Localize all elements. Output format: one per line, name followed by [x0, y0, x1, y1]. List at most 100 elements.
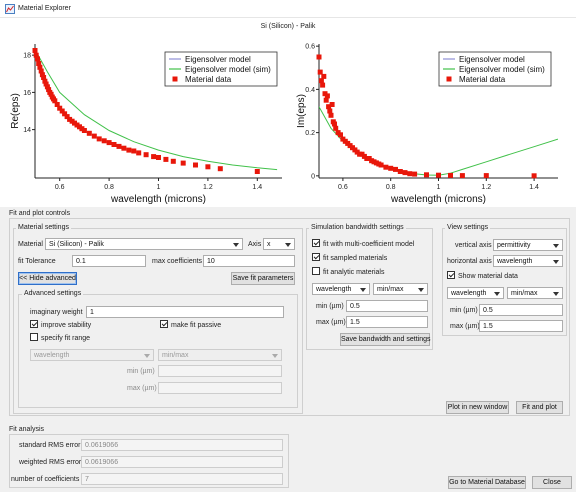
sim-min-input[interactable]: 0.5 [346, 300, 428, 312]
standard-rms-label: standard RMS error [19, 442, 81, 449]
data-point [39, 72, 45, 78]
data-point [32, 48, 38, 53]
legend-box [438, 51, 552, 87]
view-quantity-select[interactable]: wavelength [447, 287, 504, 299]
fit-range-max-input[interactable] [158, 382, 282, 394]
data-point [383, 164, 389, 170]
fit-multi-coefficient-checkbox[interactable]: fit with multi-coefficient model [312, 239, 414, 250]
hide-advanced-button[interactable]: << Hide advanced [18, 272, 77, 285]
material-explorer-app-icon [5, 4, 15, 14]
fit-analytic-materials-checkbox[interactable]: fit analytic materials [312, 267, 384, 278]
data-point [318, 78, 324, 84]
simulation-bandwidth-title: Simulation bandwidth settings [309, 224, 406, 231]
sim-min-label: min (µm) [316, 303, 344, 310]
fit-range-min-label: min (µm) [127, 368, 155, 375]
data-point [126, 147, 132, 153]
view-max-input[interactable]: 1.5 [479, 320, 563, 332]
fit-analysis-title: Fit analysis [9, 426, 45, 433]
x-tick-label: 1.4 [529, 184, 539, 191]
fit-and-plot-button[interactable]: Fit and plot [516, 401, 563, 414]
x-tick-label: 1 [157, 184, 161, 191]
data-point [151, 154, 157, 160]
data-point [531, 173, 537, 179]
data-point [121, 145, 127, 151]
axis-label: Axis [248, 241, 262, 248]
view-mode-select[interactable]: min/max [507, 287, 563, 299]
material-label: Material [18, 241, 43, 248]
imaginary-weight-label: imaginary weight [30, 309, 83, 316]
horizontal-axis-label: horizontal axis [447, 258, 492, 265]
data-point [397, 169, 403, 174]
sim-max-input[interactable]: 1.5 [346, 316, 428, 328]
data-point [131, 148, 137, 154]
view-min-input[interactable]: 0.5 [479, 304, 563, 316]
data-point [402, 170, 408, 176]
close-button[interactable]: Close [532, 476, 572, 489]
legend-swatch-material-data [446, 76, 452, 82]
im-eps-chart: 0.6 0.8 1 1.2 1.4 0.6 0.4 0.2 0 wavelength (micro… [292, 38, 568, 205]
fit-range-max-label: max (µm) [127, 385, 157, 392]
sim-mode-select[interactable]: min/max [373, 283, 428, 295]
data-point [96, 136, 102, 142]
imaginary-weight-input[interactable]: 1 [86, 306, 284, 318]
data-point [106, 140, 112, 146]
y-tick-label: 16 [23, 90, 31, 97]
data-point [180, 160, 186, 166]
data-point [378, 162, 384, 168]
material-settings-title: Material settings [16, 224, 71, 231]
fit-range-min-input[interactable] [158, 365, 282, 377]
chevron-down-icon [553, 292, 559, 296]
data-point [46, 87, 52, 93]
y-tick-label: 14 [23, 127, 31, 134]
data-point [101, 138, 107, 144]
specify-fit-range-checkbox[interactable]: specify fit range [30, 333, 90, 344]
view-settings-title: View settings [445, 224, 491, 231]
y-tick-label: 0.2 [305, 130, 315, 137]
data-point [388, 165, 394, 171]
title-bar: Material Explorer [0, 0, 576, 18]
checkmark-icon [312, 239, 320, 247]
max-coefficients-label: max coefficients [152, 258, 203, 265]
fit-tolerance-input[interactable]: 0.1 [72, 255, 146, 267]
material-select[interactable]: Si (Silicon) - Palik [45, 238, 243, 250]
weighted-rms-value: 0.0619066 [81, 456, 283, 468]
data-point [327, 108, 333, 114]
save-bandwidth-settings-button[interactable]: Save bandwidth and settings [340, 333, 431, 346]
data-point [407, 171, 413, 177]
data-point [329, 102, 335, 107]
fit-range-quantity-select[interactable]: wavelength [30, 349, 154, 361]
plot-new-window-button[interactable]: Plot in new window [446, 401, 509, 414]
data-point [448, 172, 453, 178]
checkbox-empty-icon [312, 267, 320, 275]
data-point [64, 114, 70, 120]
x-axis-label: wavelength (microns) [110, 194, 206, 205]
x-tick-label: 0.6 [55, 184, 65, 191]
save-fit-parameters-button[interactable]: Save fit parameters [231, 272, 295, 285]
fit-sampled-materials-checkbox[interactable]: fit sampled materials [312, 253, 387, 264]
data-point [36, 61, 42, 66]
max-coefficients-input[interactable]: 10 [203, 255, 295, 267]
data-point [332, 121, 337, 127]
fit-tolerance-label: fit Tolerance [18, 258, 56, 265]
horizontal-axis-select[interactable]: wavelength [493, 255, 563, 267]
x-axis-label: wavelength (microns) [390, 194, 486, 205]
data-point [338, 132, 343, 138]
show-material-data-checkbox[interactable]: Show material data [447, 271, 518, 282]
sim-max-label: max (µm) [316, 319, 346, 326]
data-point [326, 104, 332, 110]
checkmark-icon [447, 271, 455, 279]
weighted-rms-label: weighted RMS error [19, 459, 82, 466]
fit-range-mode-select[interactable]: min/max [158, 349, 282, 361]
sim-quantity-select[interactable]: wavelength [312, 283, 370, 295]
checkbox-empty-icon [30, 333, 38, 341]
vertical-axis-select[interactable]: permittivity [493, 239, 563, 251]
data-point [436, 172, 441, 178]
data-point [43, 81, 49, 87]
data-point [81, 128, 87, 133]
data-point [333, 125, 339, 131]
go-to-material-database-button[interactable]: Go to Material Database [448, 476, 526, 489]
make-fit-passive-checkbox[interactable]: make fit passive [160, 320, 221, 331]
data-point [48, 91, 54, 97]
axis-select[interactable]: x [263, 238, 295, 250]
improve-stability-checkbox[interactable]: improve stability [30, 320, 91, 331]
